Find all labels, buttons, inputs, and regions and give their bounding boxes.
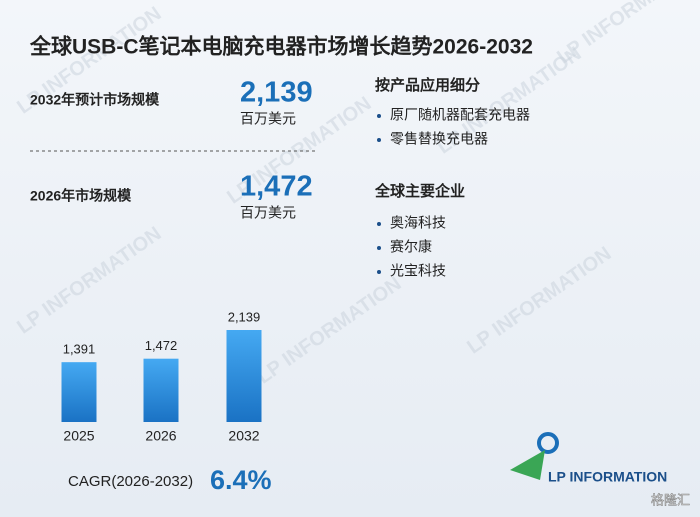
list-item: 光宝科技 xyxy=(390,263,446,279)
bar xyxy=(226,330,262,422)
stat-value: 2,139 xyxy=(240,77,313,109)
logo: LP INFORMATION xyxy=(510,432,667,485)
source-badge: 格隆汇 xyxy=(651,492,690,507)
bullet xyxy=(377,114,381,118)
logo-icon xyxy=(537,432,559,454)
stat-value: 1,472 xyxy=(240,171,313,203)
bullet xyxy=(377,222,381,226)
cagr-label: CAGR(2026-2032) xyxy=(68,473,193,490)
bar xyxy=(143,358,179,422)
section-title: 按产品应用细分 xyxy=(375,76,480,94)
cagr-value: 6.4% xyxy=(210,465,272,495)
x-tick-label: 2032 xyxy=(228,428,259,444)
section-title: 全球主要企业 xyxy=(374,182,465,200)
bullet xyxy=(377,270,381,274)
list-item: 奥海科技 xyxy=(390,215,446,231)
list-item: 零售替换充电器 xyxy=(390,131,488,147)
logo-icon xyxy=(510,450,545,480)
bar-chart: 1,391 2025 1,472 2026 2,139 2032 xyxy=(61,309,262,444)
bar xyxy=(61,362,97,422)
bullet xyxy=(377,138,381,142)
x-tick-label: 2026 xyxy=(145,428,176,444)
stat-unit: 百万美元 xyxy=(240,205,296,221)
list-item: 赛尔康 xyxy=(390,239,432,255)
value-label: 2,139 xyxy=(228,309,261,324)
value-label: 1,472 xyxy=(145,338,178,353)
list-item: 原厂随机器配套充电器 xyxy=(390,107,530,123)
title: 全球USB-C笔记本电脑充电器市场增长趋势2026-2032 xyxy=(29,35,533,59)
logo-text: LP INFORMATION xyxy=(548,469,667,485)
x-tick-label: 2025 xyxy=(63,428,94,444)
value-label: 1,391 xyxy=(63,342,96,357)
stat-label: 2032年预计市场规模 xyxy=(30,92,160,108)
bullet xyxy=(377,246,381,250)
stat-unit: 百万美元 xyxy=(240,111,296,127)
stat-label: 2026年市场规模 xyxy=(30,188,132,204)
